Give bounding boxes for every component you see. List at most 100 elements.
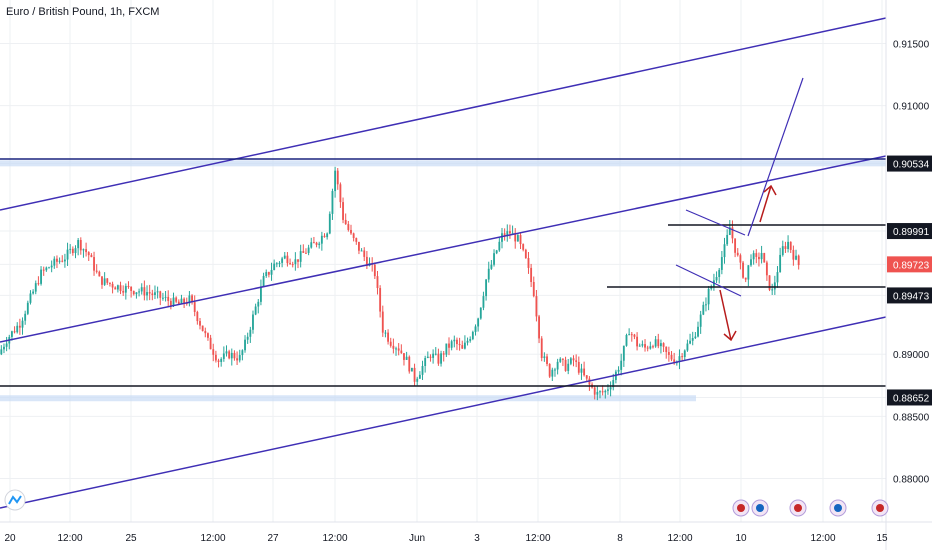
candle-body [56,258,58,262]
candle-body [723,244,726,258]
candle [567,358,570,375]
level-price-box [887,287,932,304]
candle-body [236,358,239,361]
candle-body [418,374,421,379]
candle-body [569,358,572,364]
candle [29,290,32,305]
candle [323,233,326,238]
candle-body [546,356,548,365]
candle [641,340,644,348]
candle [207,332,209,341]
candle [662,342,665,353]
candle-body [646,347,649,349]
candle-body [127,285,130,287]
candle [71,246,74,256]
event-icons[interactable] [4,489,889,517]
candle-body [257,301,260,307]
candle-body [148,292,151,294]
candle-body [273,263,276,270]
candle-body [405,356,408,360]
candle-body [267,272,270,275]
candle [48,266,50,269]
candle [445,343,448,357]
candle-body [209,337,212,350]
candle-body [3,346,5,350]
candle [596,386,599,401]
candle [111,281,114,294]
x-tick-label: Jun [409,533,425,544]
candle [114,286,117,290]
candle-body [630,334,633,336]
candle [569,357,572,366]
candle-body [244,339,246,351]
candle-body [286,255,289,264]
candle [119,281,122,295]
candle-body [689,340,691,344]
candle [509,224,511,239]
candle-body [98,271,101,277]
candle-body [437,353,440,364]
candle-body [445,343,448,355]
candle-body [93,257,95,271]
candle [13,326,16,334]
candle-body [530,267,533,282]
candle [728,219,731,236]
candle-body [10,331,13,337]
y-tick-label: 0.89723 [893,260,930,271]
candle [670,351,673,362]
chart-title: Euro / British Pound, 1h, FXCM [6,6,160,18]
candle [744,277,747,283]
candle [376,270,379,295]
candle [331,188,334,220]
candle-body [551,369,554,377]
candle-body [477,318,480,327]
candle-body [458,344,461,346]
candle [543,352,546,362]
candle [599,390,601,399]
candle-body [16,325,19,333]
candle [154,285,156,300]
candle [196,310,199,325]
candle [365,251,368,270]
candle-body [554,369,556,371]
level-price-box [887,155,932,172]
candle [498,236,501,252]
candle [238,349,241,363]
candle-body [490,264,493,269]
candle-body [686,343,689,351]
candle [217,358,220,368]
candle-body [310,242,313,248]
candle [392,338,395,354]
candle-body [784,246,787,249]
drawings[interactable] [0,17,887,509]
candle-body [731,227,734,239]
candle-body [681,356,684,358]
candle [257,299,260,314]
candle-body [705,304,707,306]
candle [328,211,331,235]
candle [781,240,784,257]
candle [326,232,329,240]
candle-body [450,341,453,348]
candle-body [307,247,310,253]
candle-body [585,375,588,379]
candle-body [699,314,702,327]
candle [273,259,276,271]
candle-body [633,334,636,337]
candle-body [657,339,660,347]
candle [379,285,382,318]
candle-body [561,358,564,360]
candle [310,237,313,249]
candle [122,285,125,296]
candle-body [74,248,77,254]
candle-body [638,345,641,347]
candle-body [122,290,125,293]
candle [450,339,453,351]
candle-body [342,202,344,220]
candle-body [79,239,82,251]
candle [175,296,178,304]
candle [771,283,774,295]
candle-body [323,235,326,238]
